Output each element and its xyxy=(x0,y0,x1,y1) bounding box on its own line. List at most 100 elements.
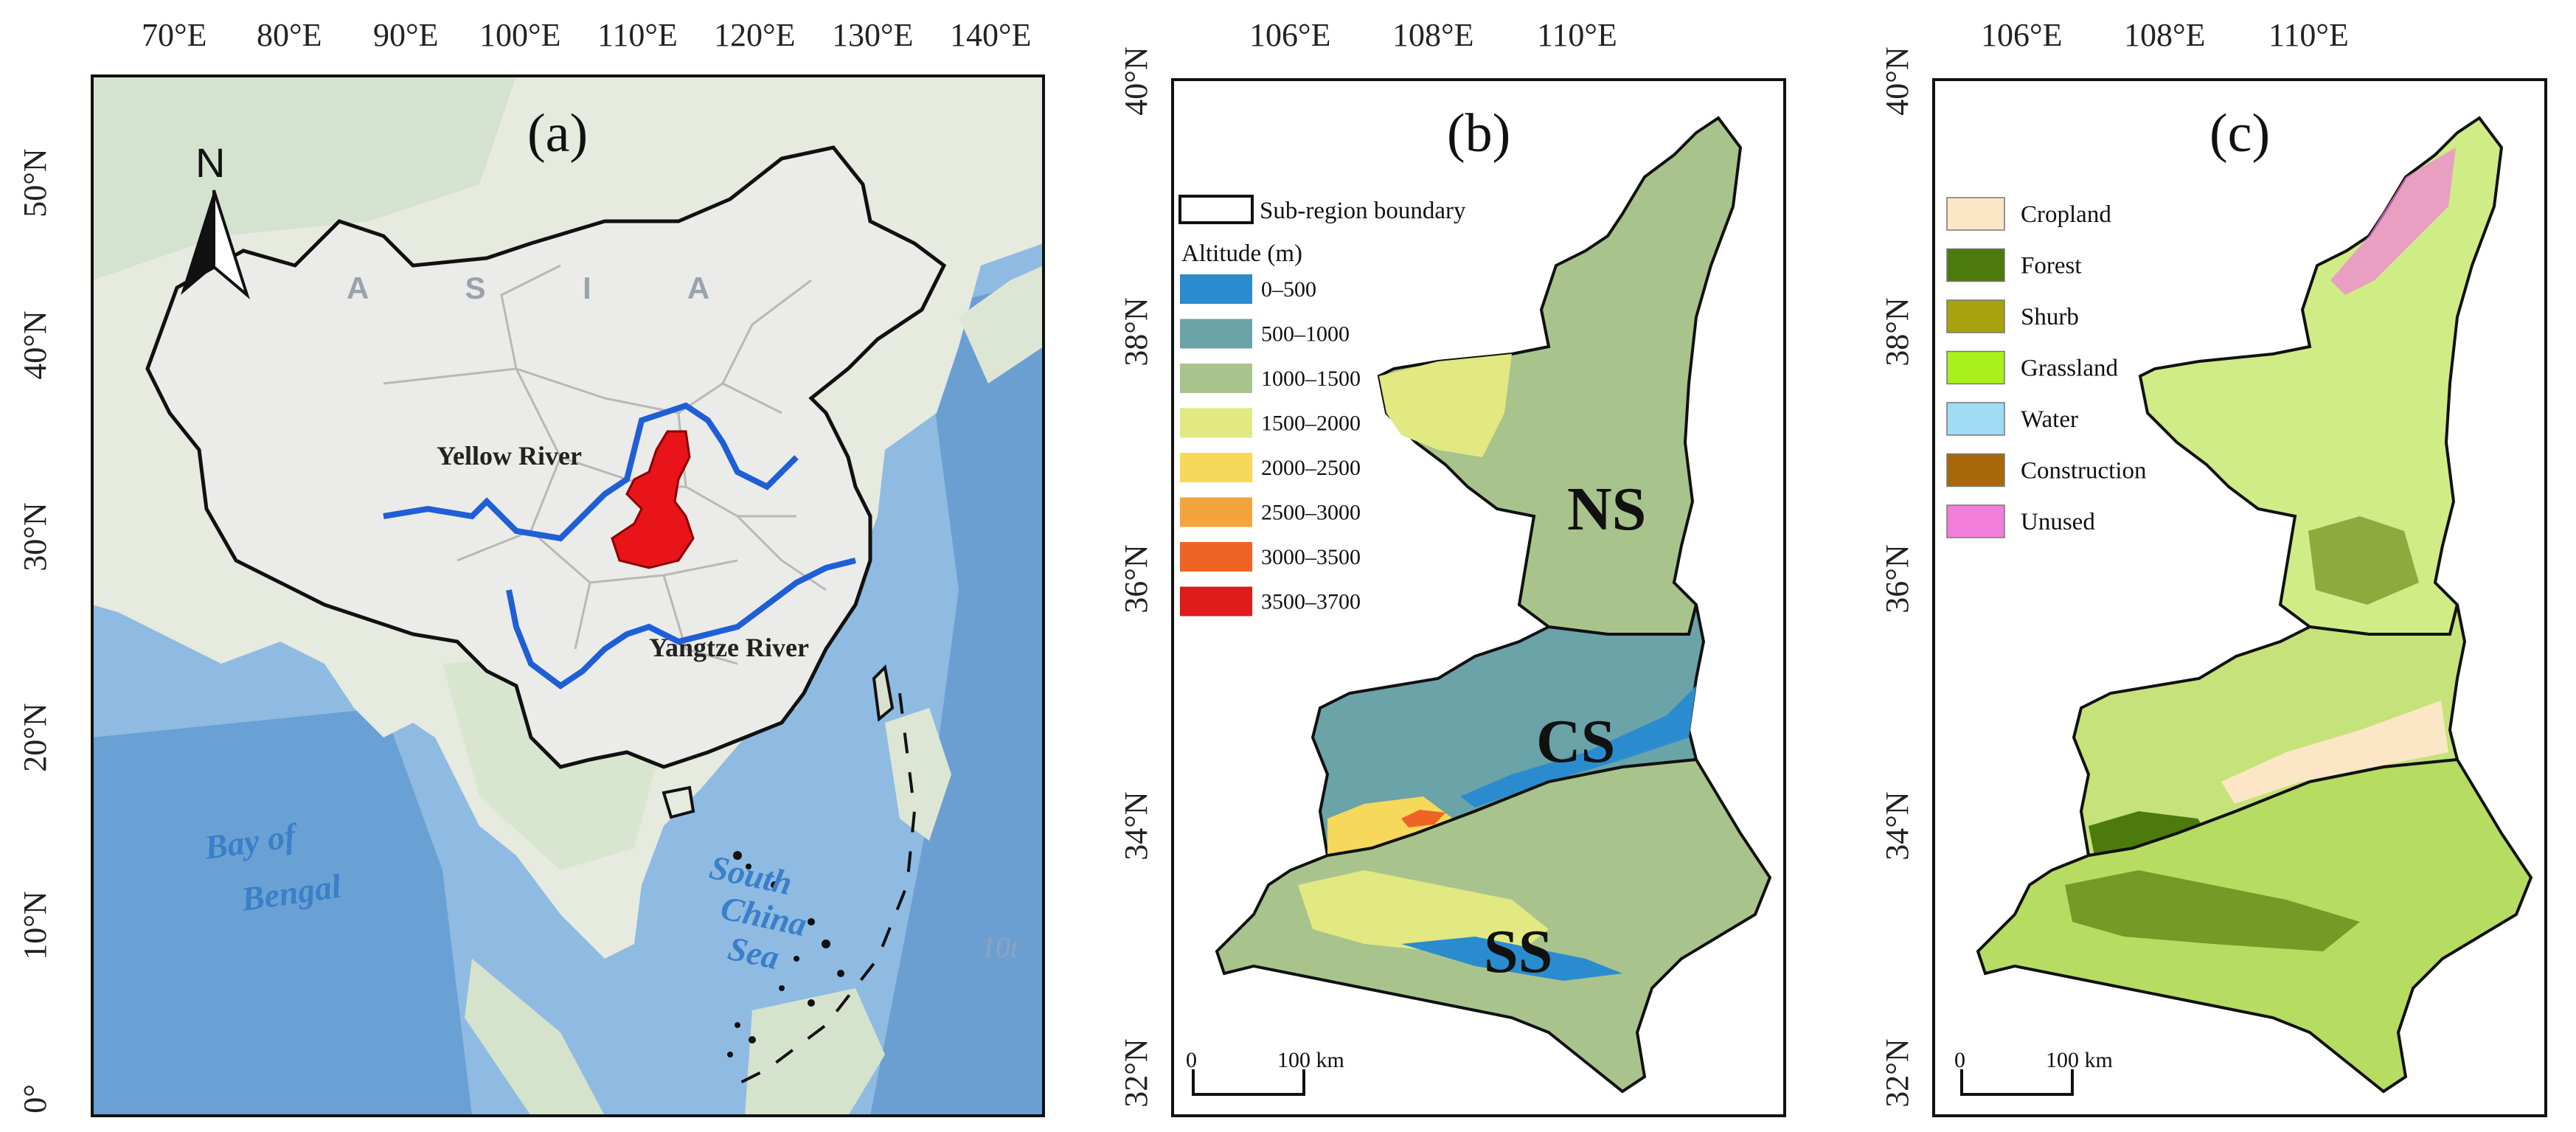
landcover-label: Grassland xyxy=(2021,355,2118,382)
lat-tick: 36°N xyxy=(1118,544,1154,613)
yangtze-river-label: Yangtze River xyxy=(649,633,809,662)
panel-b-scale-bar: 0 100 km xyxy=(1186,1048,1344,1096)
altitude-label: 3000–3500 xyxy=(1261,545,1361,569)
north-arrow: N xyxy=(181,139,250,299)
altitude-label: 1000–1500 xyxy=(1261,367,1361,391)
svg-text:N: N xyxy=(195,139,225,186)
yellow-river-label: Yellow River xyxy=(437,441,582,470)
altitude-swatch xyxy=(1180,497,1252,527)
edge-text: 10t xyxy=(981,931,1019,964)
altitude-label: 2000–2500 xyxy=(1261,456,1361,480)
lat-tick: 34°N xyxy=(1118,791,1154,860)
forest-ss xyxy=(2065,870,2360,951)
svg-text:100 km: 100 km xyxy=(2046,1048,2113,1072)
panel-a: A S I A Yellow River Yangtze River Bay o… xyxy=(17,17,1045,1117)
lat-tick: 38°N xyxy=(1118,297,1154,366)
altitude-label: 0–500 xyxy=(1261,277,1316,302)
lat-tick: 32°N xyxy=(1118,1038,1154,1107)
lat-tick: 0° xyxy=(17,1084,53,1114)
lat-tick: 40°N xyxy=(1118,46,1154,115)
lat-tick: 38°N xyxy=(1879,297,1915,366)
panel-c-lon-ticks: 106°E 108°E 110°E xyxy=(1981,17,2349,53)
altitude-label: 2500–3000 xyxy=(1261,501,1361,525)
altitude-swatch xyxy=(1180,408,1252,438)
boundary-label: Sub-region boundary xyxy=(1260,198,1466,224)
altitude-swatch xyxy=(1180,453,1252,482)
landcover-label: Shurb xyxy=(2021,304,2079,330)
ss-highland xyxy=(1298,870,1549,959)
lon-tick: 110°E xyxy=(597,17,678,53)
svg-text:100 km: 100 km xyxy=(1277,1048,1344,1072)
region-label-ns: NS xyxy=(1567,475,1646,544)
altitude-swatch xyxy=(1180,319,1252,349)
lat-tick: 40°N xyxy=(1879,46,1915,115)
ss-valley xyxy=(1401,937,1622,981)
yangtze-river xyxy=(506,558,856,690)
svg-text:0: 0 xyxy=(1954,1048,1965,1072)
cropland-cs xyxy=(2221,701,2448,804)
lat-tick: 50°N xyxy=(17,148,53,217)
panel-a-frame xyxy=(91,74,1045,1117)
landcover-swatch xyxy=(1946,402,2005,436)
landcover-swatch xyxy=(1946,350,2005,385)
ns-highland xyxy=(1379,354,1512,457)
altitude-label: 3500–3700 xyxy=(1261,590,1361,614)
lon-tick: 110°E xyxy=(1537,17,1617,53)
altitude-swatch xyxy=(1180,542,1252,572)
panel-a-lon-ticks: 70°E 80°E 90°E 100°E 110°E 120°E 130°E 1… xyxy=(142,17,1031,53)
forest-ns xyxy=(2308,516,2419,605)
landcover-label: Water xyxy=(2021,406,2078,433)
lat-tick: 34°N xyxy=(1879,791,1915,860)
cs-landcover xyxy=(2072,604,2467,858)
landcover-swatch xyxy=(1946,504,2005,538)
panel-b: NS CS SS (b) Sub-region boundary Altitud… xyxy=(1118,17,1786,1117)
land-tint xyxy=(92,76,516,280)
landcover-label: Construction xyxy=(2021,458,2147,485)
altitude-label: 500–1000 xyxy=(1261,322,1350,347)
lon-tick: 110°E xyxy=(2268,17,2349,53)
panel-c-lat-ticks: 40°N 38°N 36°N 34°N 32°N xyxy=(1879,46,1915,1107)
altitude-swatch xyxy=(1180,364,1252,393)
region-label-cs: CS xyxy=(1536,707,1615,776)
panel-b-lon-ticks: 106°E 108°E 110°E xyxy=(1249,17,1617,53)
japan xyxy=(959,265,1044,383)
nine-dash-line xyxy=(737,692,917,1086)
landcover-label: Forest xyxy=(2021,253,2082,279)
unused-land xyxy=(2330,147,2456,295)
panel-b-legend: Sub-region boundary Altitude (m) 0–500 50… xyxy=(1178,195,1466,617)
lon-tick: 106°E xyxy=(1981,17,2062,53)
altitude-title: Altitude (m) xyxy=(1181,240,1302,267)
landcover-swatch xyxy=(1946,197,2005,231)
landcover-label: Unused xyxy=(2021,509,2095,535)
lat-tick: 30°N xyxy=(17,502,53,571)
taiwan xyxy=(872,664,895,722)
lon-tick: 90°E xyxy=(373,17,438,53)
scs-islands xyxy=(727,851,844,1058)
panel-c-label: (c) xyxy=(2209,103,2270,164)
altitude-swatch xyxy=(1180,274,1252,304)
sumatra xyxy=(465,959,605,1116)
china-boundary xyxy=(145,145,947,769)
lon-tick: 80°E xyxy=(257,17,322,53)
cs-peak xyxy=(1401,810,1445,827)
lat-tick: 36°N xyxy=(1879,544,1915,613)
panel-a-lat-ticks: 50°N 40°N 30°N 20°N 10°N 0° xyxy=(17,148,53,1113)
landcover-swatch xyxy=(1946,299,2005,333)
lat-tick: 20°N xyxy=(17,703,53,771)
lon-tick: 130°E xyxy=(832,17,913,53)
pacific-deep xyxy=(870,280,1044,1116)
ns-landcover xyxy=(2138,116,2504,636)
borneo xyxy=(745,988,885,1116)
landcover-swatch xyxy=(1946,453,2005,487)
panel-c-legend: Cropland Forest Shurb Grassland Water Constru… xyxy=(1946,197,2147,538)
cs-region xyxy=(1310,604,1706,858)
svg-text:0: 0 xyxy=(1186,1048,1197,1072)
lat-tick: 32°N xyxy=(1879,1038,1915,1107)
boundary-swatch xyxy=(1178,195,1254,224)
philippines xyxy=(885,708,951,841)
forest-cs xyxy=(2089,811,2212,855)
ns-region xyxy=(1377,116,1743,636)
altitude-swatch xyxy=(1180,586,1252,617)
lon-tick: 108°E xyxy=(1392,17,1473,53)
panel-c: (c) Cropland Forest Shurb Grassland Water Con… xyxy=(1879,17,2547,1117)
